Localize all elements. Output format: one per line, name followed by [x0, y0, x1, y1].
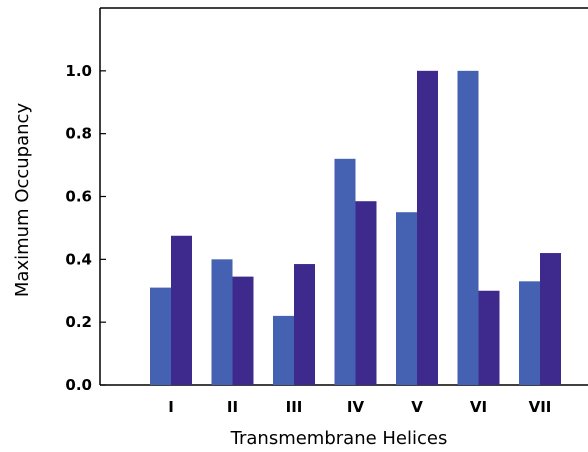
y-tick-label: 1.0 [65, 62, 92, 80]
y-tick-label: 0.2 [65, 313, 92, 331]
x-ticks: I II III IV V VI VII [168, 398, 551, 416]
bar-V-series-2 [417, 70, 438, 385]
bar-II-series-1 [211, 259, 233, 385]
bar-IV-series-1 [334, 158, 356, 385]
x-tick-label: V [411, 398, 423, 416]
bar-III-series-1 [273, 315, 294, 385]
bars-group [150, 70, 561, 385]
x-tick-label: VII [529, 398, 552, 416]
x-axis-label: Transmembrane Helices [230, 428, 448, 449]
x-tick-label: IV [347, 398, 365, 416]
y-tick-label: 0.4 [65, 250, 92, 268]
x-tick-label: II [227, 398, 238, 416]
y-tick-label: 0.8 [65, 125, 92, 143]
x-tick-label: III [286, 398, 303, 416]
bar-VI-series-2 [478, 290, 500, 385]
bar-III-series-2 [294, 264, 315, 385]
bar-II-series-2 [232, 276, 254, 385]
bar-V-series-1 [396, 212, 417, 385]
bar-VII-series-1 [519, 281, 540, 385]
bar-I-series-1 [150, 287, 171, 385]
y-ticks: 0.0 0.2 0.4 0.6 0.8 1.0 [65, 62, 106, 394]
bar-VII-series-2 [540, 253, 561, 385]
bar-IV-series-2 [355, 201, 377, 385]
bar-VI-series-1 [457, 70, 479, 385]
x-tick-label: I [168, 398, 174, 416]
bar-I-series-2 [171, 235, 192, 385]
y-axis-label: Maximum Occupancy [12, 103, 33, 298]
x-tick-label: VI [470, 398, 487, 416]
y-tick-label: 0.0 [65, 376, 92, 394]
y-tick-label: 0.6 [65, 188, 92, 206]
